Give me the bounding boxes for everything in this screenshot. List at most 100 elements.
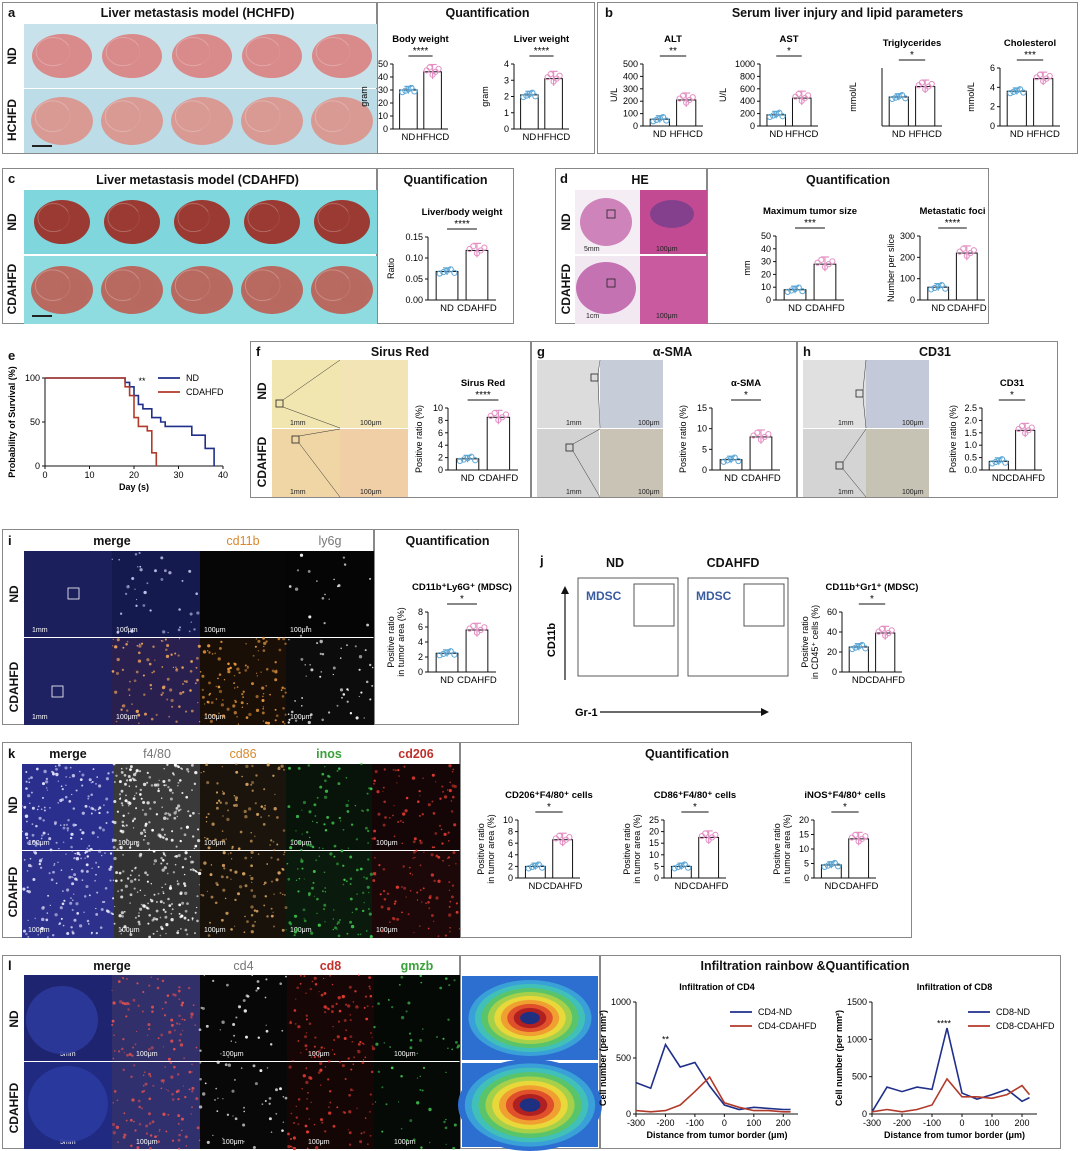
- panel-f-title: Sirus Red: [370, 345, 430, 359]
- cd31-cd-low: [803, 429, 866, 497]
- liver-photo-hchfd: [24, 89, 377, 153]
- if-k-nd-f480: [114, 764, 200, 850]
- asma-cd-low: [537, 429, 599, 497]
- flow-nd-dots-b: [645, 647, 662, 666]
- chart-e1-xlabel: Day (s): [119, 482, 149, 492]
- chart-j1-pt-1-3: [885, 629, 892, 637]
- panel-d-row-nd: ND: [559, 213, 573, 231]
- flow-yarrowhead: [561, 586, 569, 594]
- if-k-nd-merge: [22, 764, 114, 850]
- panel-d-title: HE: [631, 173, 649, 187]
- chart-j1-pt-1-2: [882, 632, 889, 639]
- if-k-nd-cd206: [372, 764, 460, 850]
- chart-j1-cat-0: ND: [852, 675, 866, 686]
- chart-j1-bar-0: [848, 646, 869, 673]
- cd31-scale-4: 100μm: [902, 489, 924, 496]
- flow-cytometry-layer: MDSC MDSC CD11b Gr-1: [546, 577, 789, 719]
- if-l-nd-cd8: [287, 975, 374, 1061]
- if-k-scale-4: 100μm: [290, 840, 312, 847]
- chart-j1-pt-0-1: [852, 644, 859, 651]
- panel-i-row-nd: ND: [7, 585, 21, 603]
- if-k-scale-3: 100μm: [204, 840, 226, 847]
- panel-l-quant-title: Infiltration rainbow &Quantification: [700, 959, 910, 973]
- sirus-nd-low: [272, 360, 340, 428]
- panel-j-col-nd: ND: [605, 556, 625, 570]
- flow-cdahfd-dots-a: [750, 639, 776, 669]
- flow-cdahfd: MDSC: [687, 577, 789, 677]
- if-l-nd-cd4: [200, 975, 287, 1061]
- panel-k-quant: [460, 742, 912, 938]
- asma-scale-2: 100μm: [638, 420, 660, 427]
- sirus-cd-low: [272, 429, 340, 497]
- if-k-scale-7: 100μm: [118, 927, 140, 934]
- he-nd-high: [640, 190, 707, 254]
- flow-cdahfd-dots-b: [754, 647, 771, 666]
- if-l-scale-10: 100μm: [394, 1139, 416, 1146]
- panel-i-quant: [374, 529, 519, 725]
- flow-nd-dots-a: [640, 639, 666, 669]
- chart-e1-yticklabel-2: 100: [25, 373, 40, 383]
- if-i-scale-2: 100μm: [116, 627, 138, 634]
- panel-l-col-merge: merge: [93, 959, 131, 973]
- he-scale-2: 100μm: [656, 246, 678, 253]
- panel-i-letter: i: [8, 533, 12, 548]
- panel-l-letter: l: [8, 958, 12, 973]
- panel-f-letter: f: [256, 344, 261, 359]
- asma-cd-high: [600, 429, 663, 497]
- chart-j1-bar-1: [875, 632, 896, 673]
- panel-k-row-nd: ND: [6, 796, 20, 814]
- panel-c-letter: c: [8, 171, 16, 186]
- panel-e-letter: e: [8, 348, 16, 363]
- chart-j1-yticklabel-2: 40: [827, 627, 837, 637]
- if-l-nd-gmzb: [374, 975, 460, 1061]
- panel-j-col-cdahfd: CDAHFD: [706, 556, 760, 570]
- if-l-cd-cd8: [287, 1062, 374, 1149]
- panel-k-col-merge: merge: [49, 747, 87, 761]
- chart-e1-series-0: [45, 377, 215, 466]
- asma-scale-3: 1mm: [566, 489, 582, 496]
- flow-xarrowhead: [761, 708, 769, 716]
- liver-photo-nd-c: [24, 190, 377, 254]
- chart-e1-xticklabel-4: 40: [218, 470, 228, 480]
- chart-e1-legend-0: ND: [186, 373, 199, 383]
- he-cd-low: [575, 256, 640, 324]
- panel-h-letter: h: [803, 344, 811, 359]
- sirus-cd-high: [340, 429, 408, 497]
- if-i-nd-merge-high: [112, 551, 200, 637]
- panel-l-col-gmzb: gmzb: [400, 959, 434, 973]
- if-k-cd-merge: [22, 851, 114, 938]
- sirus-scale-2: 100μm: [360, 420, 382, 427]
- panel-a-row-hchfd: HCHFD: [5, 99, 19, 141]
- chart-j1-pt-1-4: [888, 627, 895, 634]
- if-i-scale-8: 100μm: [290, 714, 312, 721]
- panel-i-col-ly6g: ly6g: [318, 534, 342, 548]
- if-k-nd-inos: [286, 764, 372, 850]
- flow-nd-gate-dots: [635, 587, 672, 619]
- panel-c-quant-title: Quantification: [403, 173, 488, 187]
- panel-b-letter: b: [605, 5, 613, 20]
- if-l-scale-8: 100μm: [222, 1139, 244, 1146]
- if-i-cd-ly6g: [286, 638, 374, 725]
- panel-l-col-cd4: cd4: [233, 959, 254, 973]
- panel-k-col-cd86: cd86: [229, 747, 257, 761]
- sirus-scale-3: 1mm: [290, 489, 306, 496]
- panel-c-title: Liver metastasis model (CDAHFD): [96, 173, 299, 187]
- cd31-nd-low: [803, 360, 866, 428]
- if-k-scale-9: 100μm: [290, 927, 312, 934]
- panel-l-row-cdahfd: CDAHFD: [7, 1082, 21, 1134]
- panel-l-rainbow: [460, 955, 600, 1149]
- cd31-nd-high: [866, 360, 929, 428]
- sirus-scale-4: 100μm: [360, 489, 382, 496]
- he-scale-4: 100μm: [656, 313, 678, 320]
- panel-k-row-cdahfd: CDAHFD: [6, 866, 20, 918]
- if-i-scale-5: 1mm: [32, 714, 48, 721]
- if-k-cd-cd86: [200, 851, 286, 938]
- panel-h-title: CD31: [919, 345, 951, 359]
- panel-g-title: α-SMA: [652, 345, 693, 359]
- chart-e1-xticklabel-0: 0: [42, 470, 47, 480]
- if-k-scale-5: 100μm: [376, 840, 398, 847]
- panel-l-row-nd: ND: [7, 1010, 21, 1028]
- chart-e1-xticklabel-3: 30: [173, 470, 183, 480]
- chart-j1-pt-0-0: [849, 645, 856, 653]
- if-i-scale-7: 100μm: [204, 714, 226, 721]
